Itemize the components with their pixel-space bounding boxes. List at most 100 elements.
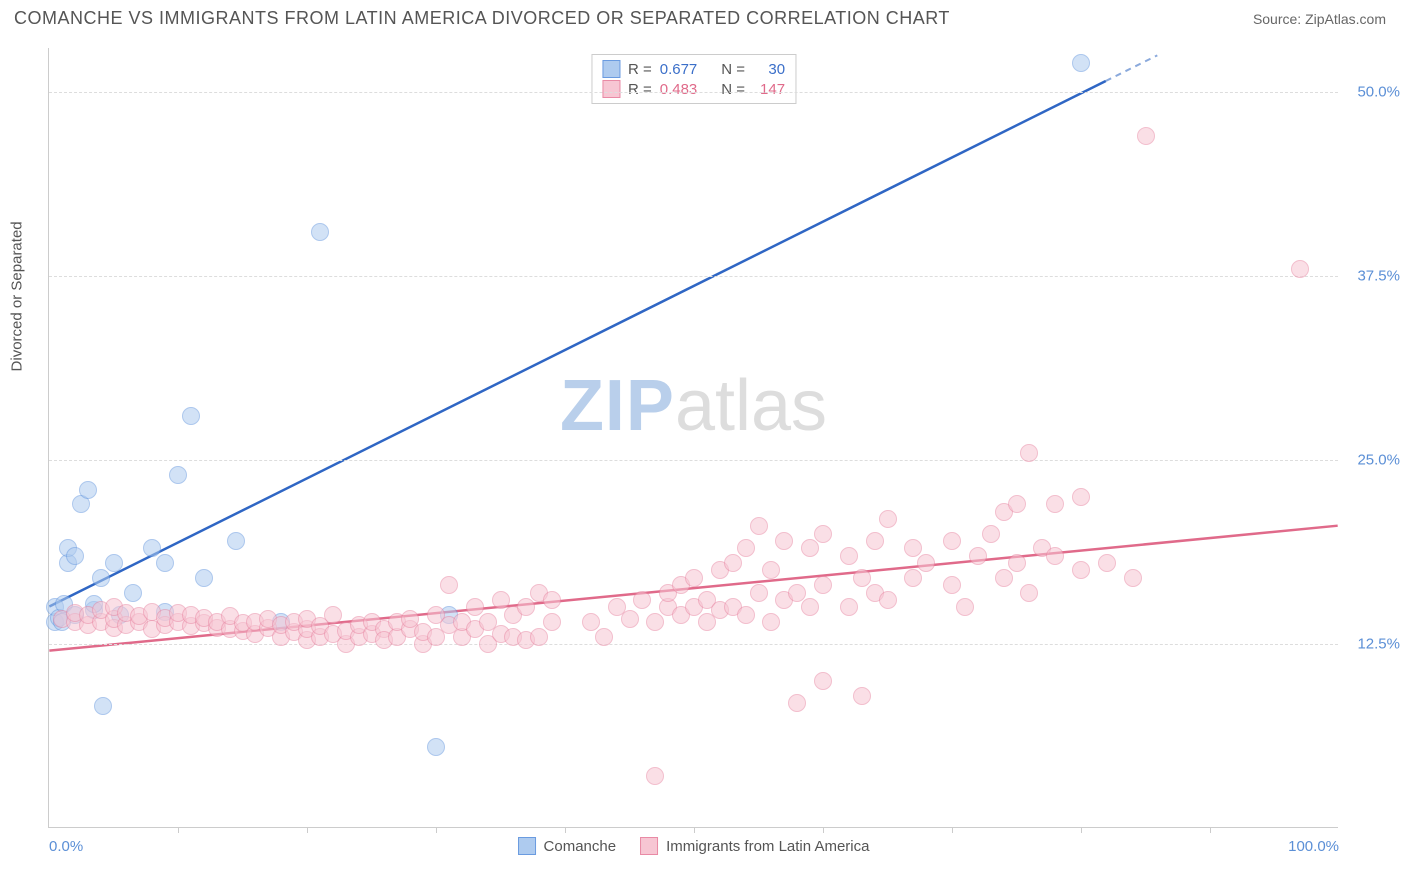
scatter-point-comanche xyxy=(156,554,174,572)
scatter-point-latin xyxy=(517,598,535,616)
scatter-point-comanche xyxy=(195,569,213,587)
scatter-point-latin xyxy=(969,547,987,565)
scatter-point-latin xyxy=(1046,547,1064,565)
scatter-point-comanche xyxy=(182,407,200,425)
x-tick xyxy=(952,827,953,833)
legend-series: Comanche Immigrants from Latin America xyxy=(518,837,870,855)
x-tick-label: 100.0% xyxy=(1288,838,1339,855)
header: COMANCHE VS IMMIGRANTS FROM LATIN AMERIC… xyxy=(0,0,1406,33)
scatter-point-comanche xyxy=(169,466,187,484)
scatter-point-latin xyxy=(621,610,639,628)
scatter-point-latin xyxy=(324,606,342,624)
scatter-point-latin xyxy=(814,576,832,594)
scatter-point-latin xyxy=(1046,495,1064,513)
source-label: Source: ZipAtlas.com xyxy=(1253,11,1386,27)
scatter-point-comanche xyxy=(427,738,445,756)
scatter-point-latin xyxy=(750,584,768,602)
scatter-point-latin xyxy=(762,561,780,579)
scatter-point-latin xyxy=(956,598,974,616)
legend-swatch xyxy=(602,80,620,98)
scatter-point-latin xyxy=(646,613,664,631)
scatter-point-latin xyxy=(440,576,458,594)
scatter-point-latin xyxy=(1124,569,1142,587)
x-tick-label: 0.0% xyxy=(49,838,83,855)
legend-swatch xyxy=(640,837,658,855)
watermark: ZIPatlas xyxy=(560,365,827,447)
scatter-point-latin xyxy=(1072,488,1090,506)
scatter-point-latin xyxy=(1008,554,1026,572)
gridline xyxy=(49,92,1338,93)
scatter-point-latin xyxy=(943,532,961,550)
scatter-point-latin xyxy=(1291,260,1309,278)
scatter-point-latin xyxy=(801,539,819,557)
scatter-point-latin xyxy=(1020,584,1038,602)
y-axis-title: Divorced or Separated xyxy=(9,221,26,371)
scatter-point-latin xyxy=(801,598,819,616)
scatter-point-comanche xyxy=(94,697,112,715)
legend-series-item: Comanche xyxy=(518,837,617,855)
legend-correlation-row: R = 0.677N = 30 xyxy=(602,59,785,79)
scatter-point-comanche xyxy=(79,481,97,499)
scatter-point-latin xyxy=(904,539,922,557)
x-tick xyxy=(823,827,824,833)
scatter-point-latin xyxy=(814,525,832,543)
scatter-point-latin xyxy=(466,598,484,616)
y-tick-label: 25.0% xyxy=(1344,452,1400,469)
scatter-point-comanche xyxy=(124,584,142,602)
x-tick xyxy=(307,827,308,833)
scatter-point-latin xyxy=(1072,561,1090,579)
scatter-point-latin xyxy=(1098,554,1116,572)
trend-lines xyxy=(49,48,1338,827)
x-tick xyxy=(1081,827,1082,833)
x-tick xyxy=(436,827,437,833)
scatter-point-latin xyxy=(1020,444,1038,462)
legend-series-label: Comanche xyxy=(544,838,617,855)
scatter-point-latin xyxy=(762,613,780,631)
legend-swatch xyxy=(518,837,536,855)
x-tick xyxy=(1210,827,1211,833)
legend-series-label: Immigrants from Latin America xyxy=(666,838,869,855)
legend-series-item: Immigrants from Latin America xyxy=(640,837,869,855)
scatter-point-latin xyxy=(995,569,1013,587)
scatter-point-latin xyxy=(943,576,961,594)
scatter-point-latin xyxy=(879,591,897,609)
trendline-dashed-comanche xyxy=(1106,55,1158,81)
gridline xyxy=(49,460,1338,461)
scatter-point-latin xyxy=(788,584,806,602)
scatter-point-latin xyxy=(788,694,806,712)
scatter-point-latin xyxy=(582,613,600,631)
legend-correlation: R = 0.677N = 30R = 0.483N = 147 xyxy=(591,54,796,104)
scatter-point-latin xyxy=(685,569,703,587)
scatter-point-comanche xyxy=(227,532,245,550)
scatter-point-latin xyxy=(750,517,768,535)
chart-plot-area: Divorced or Separated ZIPatlas R = 0.677… xyxy=(48,48,1338,828)
scatter-point-comanche xyxy=(1072,54,1090,72)
scatter-point-latin xyxy=(840,598,858,616)
scatter-point-latin xyxy=(530,628,548,646)
x-tick xyxy=(178,827,179,833)
scatter-point-comanche xyxy=(92,569,110,587)
chart-title: COMANCHE VS IMMIGRANTS FROM LATIN AMERIC… xyxy=(14,8,950,29)
scatter-point-latin xyxy=(879,510,897,528)
scatter-point-latin xyxy=(814,672,832,690)
scatter-point-latin xyxy=(982,525,1000,543)
scatter-point-latin xyxy=(737,539,755,557)
scatter-point-latin xyxy=(737,606,755,624)
x-tick xyxy=(565,827,566,833)
gridline xyxy=(49,644,1338,645)
scatter-point-latin xyxy=(724,554,742,572)
scatter-point-latin xyxy=(866,532,884,550)
trendline-comanche xyxy=(49,81,1105,607)
scatter-point-latin xyxy=(1137,127,1155,145)
scatter-point-latin xyxy=(917,554,935,572)
scatter-point-latin xyxy=(775,532,793,550)
legend-correlation-row: R = 0.483N = 147 xyxy=(602,79,785,99)
scatter-point-latin xyxy=(853,569,871,587)
scatter-point-comanche xyxy=(105,554,123,572)
scatter-point-comanche xyxy=(311,223,329,241)
y-tick-label: 12.5% xyxy=(1344,636,1400,653)
scatter-point-latin xyxy=(853,687,871,705)
scatter-point-latin xyxy=(543,591,561,609)
scatter-point-latin xyxy=(595,628,613,646)
x-tick xyxy=(694,827,695,833)
